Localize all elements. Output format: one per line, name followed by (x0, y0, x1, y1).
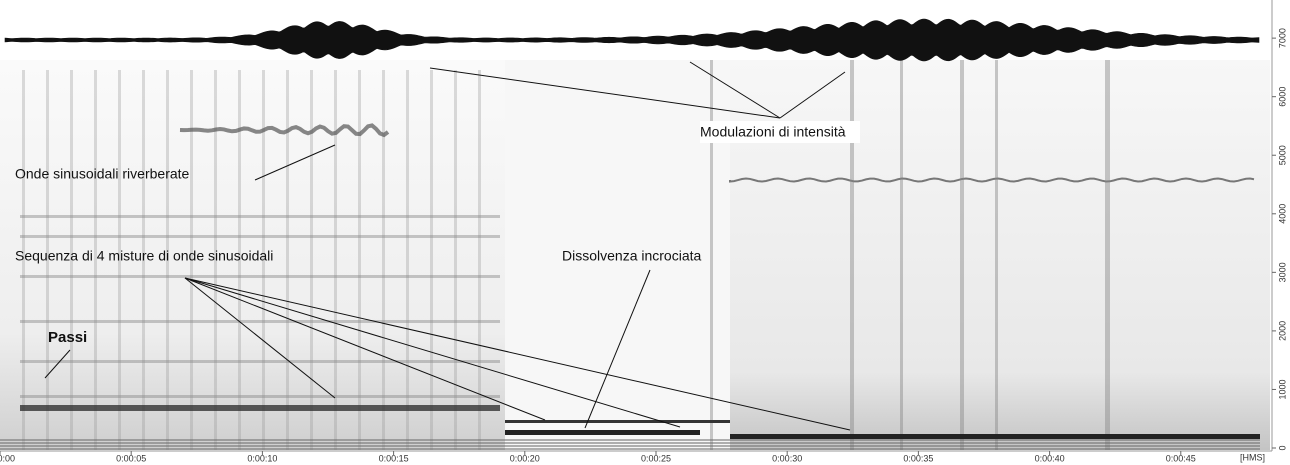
annotation: Onde sinusoidali riverberate (15, 166, 190, 182)
annotation: Passi (48, 329, 87, 346)
partial (20, 405, 500, 411)
x-tick-label: 0:00:05 (116, 453, 146, 463)
step-streak (430, 70, 433, 450)
y-tick-label: 7000 (1277, 28, 1287, 48)
waveform (5, 19, 1259, 61)
streak (960, 60, 964, 450)
step-streak (454, 70, 457, 450)
y-tick-label: 6000 (1277, 87, 1287, 107)
x-tick-label: 0:00:15 (379, 453, 409, 463)
partial (20, 360, 500, 363)
x-tick-label: 0:00:00 (0, 453, 15, 463)
step-streak (286, 70, 289, 450)
step-streak (358, 70, 361, 450)
step-streak (334, 70, 337, 450)
streak (1105, 60, 1110, 450)
partial (20, 235, 500, 238)
y-tick-label: 4000 (1277, 204, 1287, 224)
y-tick-label: 1000 (1277, 379, 1287, 399)
x-tick-label: 0:00:10 (247, 453, 277, 463)
x-tick-label: 0:00:35 (903, 453, 933, 463)
spectrogram-view: Modulazioni di intensità Onde sinusoidal… (0, 0, 1290, 465)
x-tick-label: 0:00:45 (1166, 453, 1196, 463)
y-tick-label: 3000 (1277, 262, 1287, 282)
streak (995, 60, 998, 450)
x-tick-label: 0:00:30 (772, 453, 802, 463)
band (730, 434, 1260, 439)
x-tick-label: 0:00:20 (510, 453, 540, 463)
step-streak (382, 70, 385, 450)
y-tick-label: 5000 (1277, 145, 1287, 165)
x-tick-label: 0:00:40 (1035, 453, 1065, 463)
y-tick-label: 0 (1277, 445, 1287, 450)
step-streak (478, 70, 481, 450)
streak (900, 60, 903, 450)
partial (20, 275, 500, 278)
streak (850, 60, 854, 450)
annotation: Modulazioni di intensità (700, 124, 846, 140)
partial (20, 215, 500, 218)
x-unit: [HMS] (1240, 452, 1265, 462)
step-streak (406, 70, 409, 450)
streak (710, 60, 713, 450)
annotation: Sequenza di 4 misture di onde sinusoidal… (15, 248, 273, 264)
step-streak (310, 70, 313, 450)
partial (20, 395, 500, 398)
partial (20, 320, 500, 323)
x-tick-label: 0:00:25 (641, 453, 671, 463)
annotation: Dissolvenza incrociata (562, 248, 701, 264)
y-tick-label: 2000 (1277, 321, 1287, 341)
band (505, 430, 700, 435)
band (505, 420, 730, 423)
